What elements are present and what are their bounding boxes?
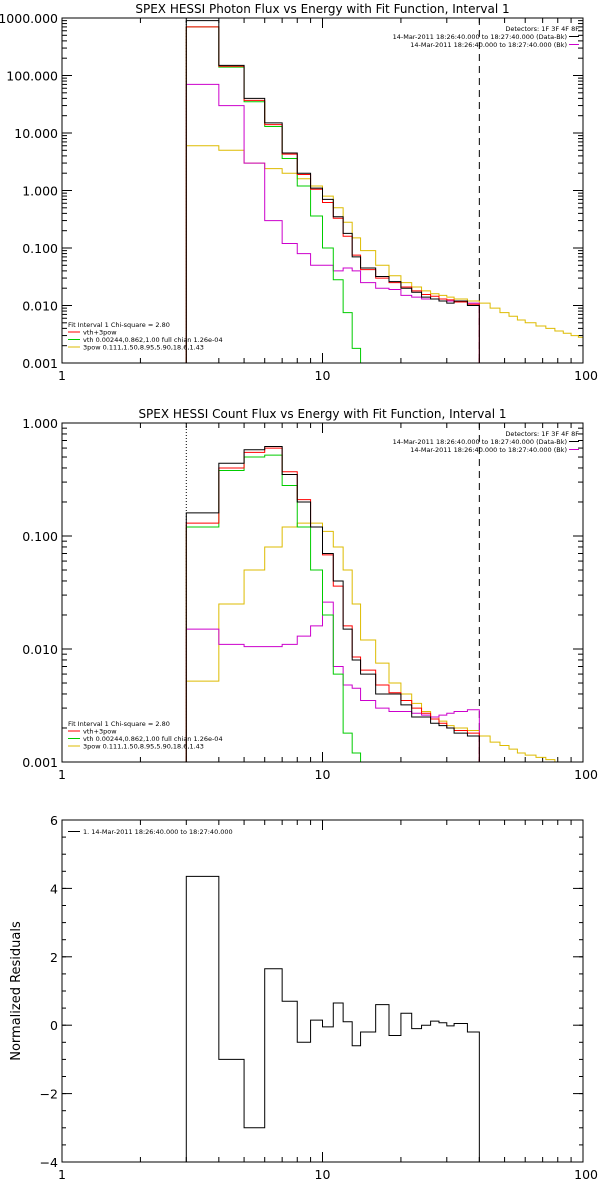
legend-entry: 14-Mar-2011 18:26:40.000 to 18:27:40.000… bbox=[410, 446, 567, 454]
chart-title: SPEX HESSI Count Flux vs Energy with Fit… bbox=[138, 407, 506, 421]
chart-count: SPEX HESSI Count Flux vs Energy with Fit… bbox=[22, 407, 598, 782]
chart-resid: Normalized Residuals 1 10 100 6 4 2 0 −2 −4 1. 14-… bbox=[9, 813, 598, 1182]
y-tick-label: 0.010 bbox=[22, 642, 58, 657]
legend-entry: 14-Mar-2011 18:26:40.000 to 18:27:40.000… bbox=[393, 438, 567, 446]
x-tick-label: 10 bbox=[315, 368, 331, 383]
fit-legend-entry: vth+3pow bbox=[83, 329, 117, 337]
y-tick-label: −4 bbox=[40, 1155, 58, 1170]
legend-entry: 14-Mar-2011 18:26:40.000 to 18:27:40.000… bbox=[410, 41, 567, 49]
x-tick-label: 100 bbox=[574, 368, 598, 383]
legend-header: Detectors: 1F 3F 4F 8F bbox=[505, 25, 579, 33]
fit-legend-header: Fit Interval 1 Chi-square = 2.80 bbox=[68, 321, 170, 329]
chart-photon: SPEX HESSI Photon Flux vs Energy with Fi… bbox=[0, 2, 598, 383]
y-tick-label: 1.000 bbox=[22, 416, 58, 431]
plot-frame bbox=[61, 819, 584, 1163]
fit-legend-entry: vth 0.00244,0.862,1.00 full chian 1.26e-… bbox=[83, 735, 223, 743]
fit-legend-entry: vth+3pow bbox=[83, 728, 117, 736]
y-tick-label: 4 bbox=[50, 881, 58, 896]
y-tick-label: 0.001 bbox=[22, 755, 58, 770]
x-tick-label: 1 bbox=[58, 368, 66, 383]
fit-legend-entry: vth 0.00244,0.862,1.00 full chian 1.26e-… bbox=[83, 336, 223, 344]
plot-frame bbox=[61, 17, 584, 364]
series-3pow bbox=[185, 145, 583, 363]
legend-header: Detectors: 1F 3F 4F 8F bbox=[505, 430, 579, 438]
y-tick-label: 0.100 bbox=[22, 241, 58, 256]
series-bk bbox=[185, 83, 480, 363]
y-tick-label: 1.000 bbox=[22, 184, 58, 199]
y-tick-label: −2 bbox=[40, 1087, 58, 1102]
y-tick-label: 10.000 bbox=[14, 126, 58, 141]
y-tick-label: 100.000 bbox=[6, 69, 58, 84]
y-tick-label: 0.001 bbox=[22, 356, 58, 371]
y-tick-label: 6 bbox=[50, 813, 58, 828]
x-tick-label: 100 bbox=[574, 1167, 598, 1182]
series-vth bbox=[185, 454, 480, 762]
x-tick-label: 1 bbox=[58, 767, 66, 782]
series-data-bk bbox=[185, 20, 480, 363]
x-tick-label: 100 bbox=[574, 767, 598, 782]
x-tick-label: 1 bbox=[58, 1167, 66, 1182]
x-tick-label: 10 bbox=[315, 767, 331, 782]
fit-legend-entry: 3pow 0.111,1.50,8.95,5.90,18.6,1.43 bbox=[83, 344, 204, 352]
y-tick-label: 1000.000 bbox=[0, 11, 58, 26]
series-vth-3pow bbox=[185, 26, 480, 363]
series-data-bk bbox=[185, 445, 480, 762]
y-axis-label: Normalized Residuals bbox=[9, 921, 24, 1061]
x-tick-label: 10 bbox=[315, 1167, 331, 1182]
y-tick-label: 0.010 bbox=[22, 299, 58, 314]
y-tick-label: 0 bbox=[50, 1018, 58, 1033]
fit-legend-header: Fit Interval 1 Chi-square = 2.80 bbox=[68, 720, 170, 728]
fit-legend-entry: 3pow 0.111,1.50,8.95,5.90,18.6,1.43 bbox=[83, 743, 204, 751]
series-residuals bbox=[185, 875, 480, 1162]
series-3pow bbox=[185, 522, 564, 762]
y-tick-label: 0.100 bbox=[22, 529, 58, 544]
plot-frame bbox=[61, 422, 584, 763]
legend-entry: 14-Mar-2011 18:26:40.000 to 18:27:40.000… bbox=[393, 33, 567, 41]
chart-title: SPEX HESSI Photon Flux vs Energy with Fi… bbox=[135, 2, 509, 16]
series-bk bbox=[185, 601, 480, 762]
y-tick-label: 2 bbox=[50, 950, 58, 965]
fit-legend-entry: 1. 14-Mar-2011 18:26:40.000 to 18:27:40.… bbox=[83, 828, 233, 836]
